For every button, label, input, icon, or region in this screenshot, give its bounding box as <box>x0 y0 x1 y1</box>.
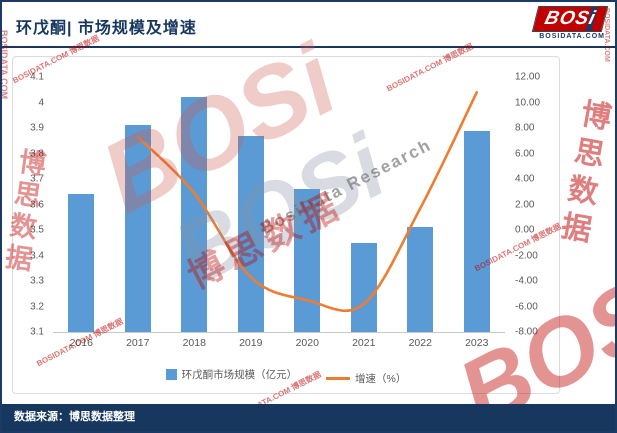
right-axis-tick: 0.00 <box>515 224 535 236</box>
bosi-logo-subtext: BOSIDATA.COM <box>539 33 605 40</box>
source-text: 数据来源：博思数据整理 <box>14 411 135 423</box>
left-axis-tick: 4 <box>38 97 44 108</box>
right-axis-tick: -4.00 <box>515 275 538 287</box>
bosi-logo-text: BOSi <box>542 8 598 29</box>
chart-container: 4.1 4 3.9 3.8 3.7 3.6 3.5 3.4 3.3 3.2 3.1 12.00 10.… <box>12 56 560 394</box>
x-label-2023: 2023 <box>465 337 489 349</box>
x-label-2016: 2016 <box>69 337 93 349</box>
left-axis-tick: 3.2 <box>30 301 44 312</box>
right-axis-tick: -6.00 <box>515 301 538 312</box>
right-axis-tick: -2.00 <box>515 250 538 261</box>
legend-line-label: 增速（%） <box>355 373 407 385</box>
right-axis-tick: 12.00 <box>515 71 541 83</box>
header-divider <box>2 46 615 48</box>
left-axis-tick: 3.4 <box>30 250 44 261</box>
bar-2023 <box>463 130 490 332</box>
right-axis-tick: -8.00 <box>515 326 538 338</box>
legend-item-growth: 增速（%） <box>326 371 406 386</box>
bosi-logo: BOSi BOSIDATA.COM <box>531 6 609 40</box>
x-axis-labels: 2016 2017 2018 2019 2020 2021 2022 2023 <box>53 337 505 351</box>
x-label-2020: 2020 <box>295 337 319 349</box>
page-title: 环戊酮| 市场规模及增速 <box>16 20 197 37</box>
x-label-2021: 2021 <box>352 337 376 349</box>
bar-2022 <box>407 227 434 332</box>
bar-2016 <box>68 194 95 332</box>
bar-2020 <box>294 189 321 332</box>
source-footer: 数据来源：博思数据整理 <box>2 404 615 431</box>
chart-legend: 环戊酮市场规模（亿元） 增速（%） <box>13 367 559 386</box>
legend-line-swatch <box>326 377 351 380</box>
right-axis-tick: 10.00 <box>515 97 541 108</box>
left-axis-tick: 3.3 <box>30 275 44 287</box>
left-axis-tick: 4.1 <box>30 71 44 83</box>
legend-bar-label: 环戊酮市场规模（亿元） <box>181 369 298 381</box>
x-label-2017: 2017 <box>126 337 150 349</box>
left-axis-tick: 3.8 <box>30 148 44 159</box>
left-axis-tick: 3.6 <box>30 199 44 210</box>
bar-2018 <box>181 97 208 332</box>
right-axis: 12.00 10.00 8.00 6.00 4.00 2.00 0.00 -2.00 -4.00… <box>511 72 557 338</box>
watermark-site-left: BOSIDATA.COM <box>0 30 9 100</box>
right-axis-tick: 2.00 <box>515 199 535 210</box>
plot-area <box>53 77 505 333</box>
right-axis-tick: 4.00 <box>515 173 535 185</box>
growth-line <box>136 91 479 313</box>
left-axis-tick: 3.1 <box>30 326 44 338</box>
bar-2021 <box>350 242 377 332</box>
legend-bar-swatch <box>165 369 177 380</box>
legend-item-market-size: 环戊酮市场规模（亿元） <box>165 367 298 382</box>
left-axis-tick: 3.9 <box>30 122 44 134</box>
left-axis: 4.1 4 3.9 3.8 3.7 3.6 3.5 3.4 3.3 3.2 3.1 <box>13 72 49 338</box>
right-axis-tick: 6.00 <box>515 148 535 159</box>
x-label-2022: 2022 <box>408 337 432 349</box>
left-axis-tick: 3.5 <box>30 224 44 236</box>
bosi-logo-shape: BOSi <box>531 6 609 32</box>
x-label-2018: 2018 <box>182 337 206 349</box>
left-axis-tick: 3.7 <box>30 173 44 185</box>
right-axis-tick: 8.00 <box>515 122 535 134</box>
bar-2019 <box>237 135 264 332</box>
x-label-2019: 2019 <box>239 337 263 349</box>
bar-2017 <box>124 125 151 332</box>
